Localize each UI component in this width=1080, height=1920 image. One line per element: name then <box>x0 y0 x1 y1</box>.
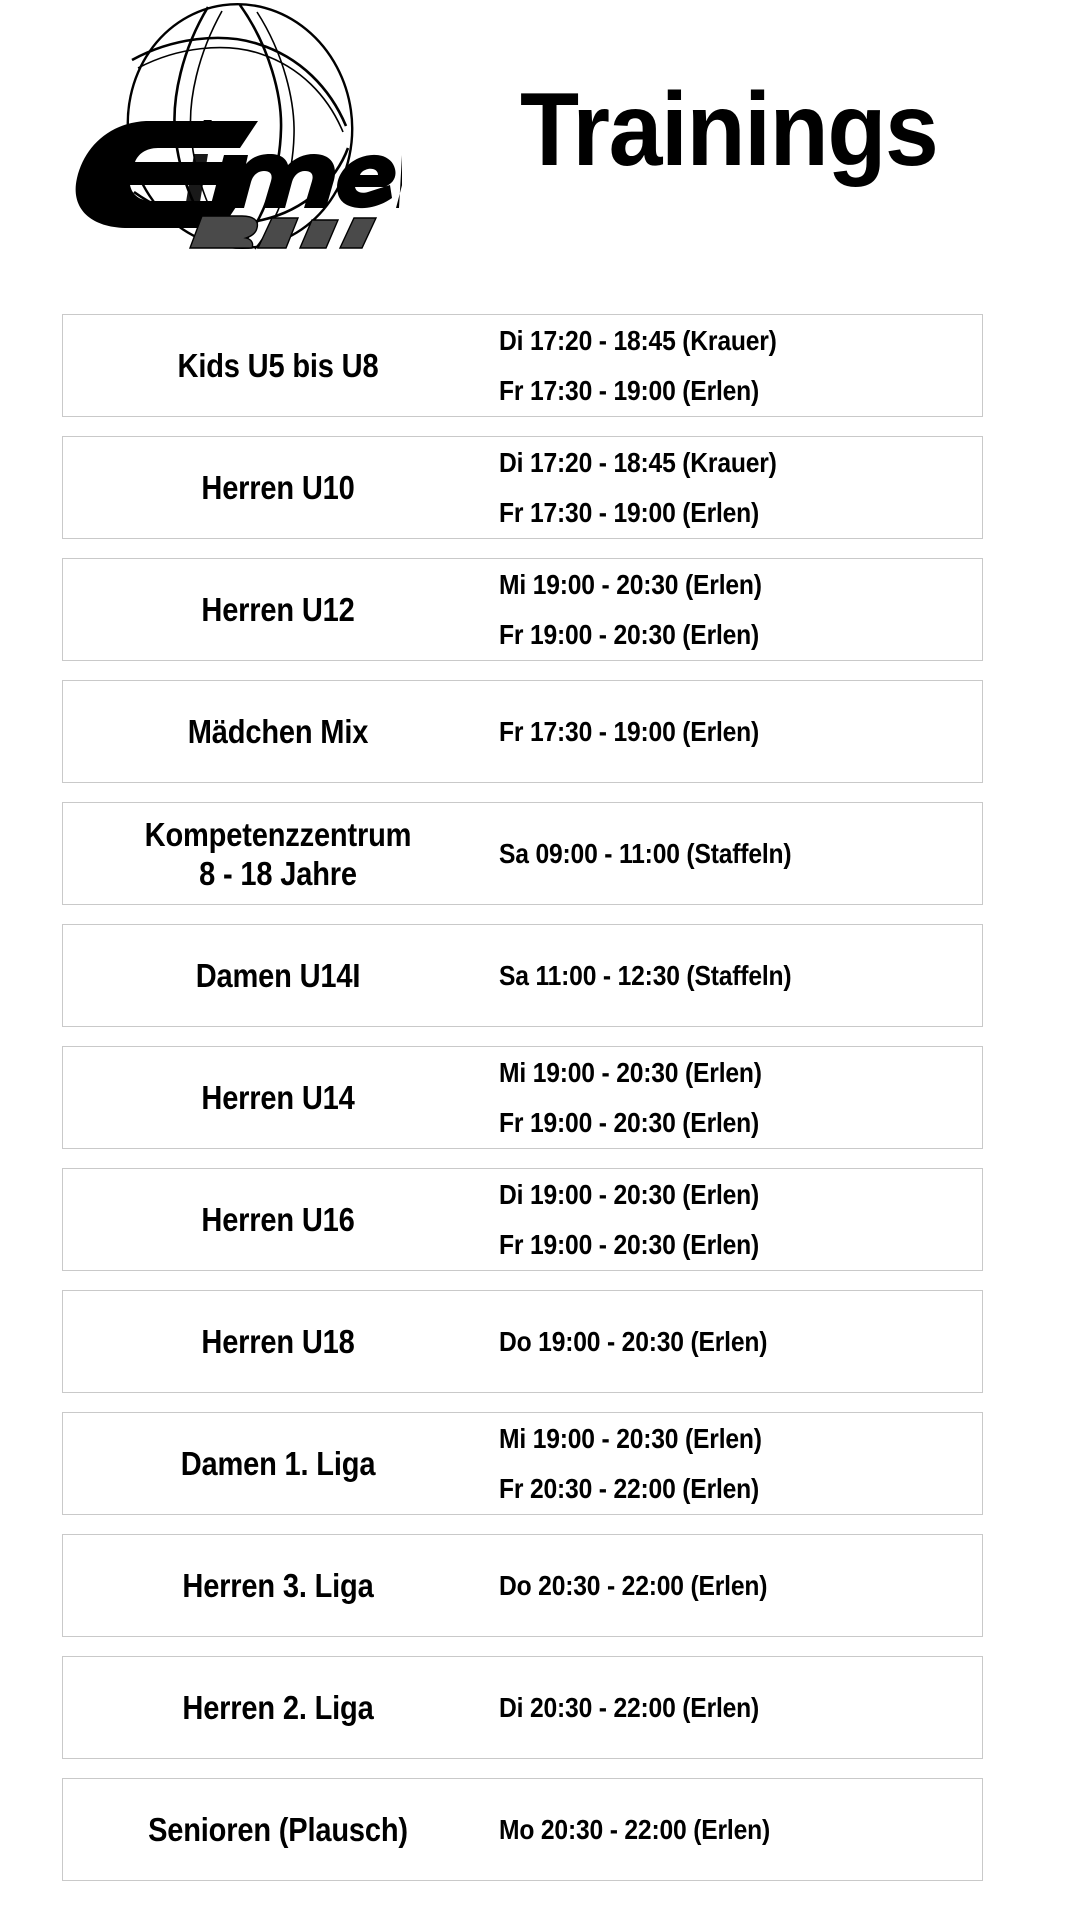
row-group-name: Herren U14 <box>89 1078 467 1117</box>
time-slot: Fr 17:30 - 19:00 (Erlen) <box>499 715 760 747</box>
row-times: Do 19:00 - 20:30 (Erlen) <box>493 1326 982 1358</box>
time-slot: Di 20:30 - 22:00 (Erlen) <box>499 1691 760 1723</box>
group-label: Herren U10 <box>201 469 355 506</box>
group-label: Mädchen Mix <box>187 713 369 750</box>
table-row[interactable]: Herren 3. Liga Do 20:30 - 22:00 (Erlen) <box>62 1534 983 1637</box>
row-times: Mi 19:00 - 20:30 (Erlen) Fr 19:00 - 20:3… <box>493 569 982 651</box>
row-group-name: Herren 2. Liga <box>89 1688 467 1727</box>
page-header: Trainings <box>0 0 1080 258</box>
table-row[interactable]: Herren U16 Di 19:00 - 20:30 (Erlen) Fr 1… <box>62 1168 983 1271</box>
table-row[interactable]: Mädchen Mix Fr 17:30 - 19:00 (Erlen) <box>62 680 983 783</box>
table-row[interactable]: Herren U18 Do 19:00 - 20:30 (Erlen) <box>62 1290 983 1393</box>
row-times: Sa 09:00 - 11:00 (Staffeln) <box>493 838 982 870</box>
row-group-name: Kids U5 bis U8 <box>89 346 467 385</box>
group-label: Herren U16 <box>201 1201 355 1238</box>
row-group-name: Herren 3. Liga <box>89 1566 467 1605</box>
time-slot: Sa 11:00 - 12:30 (Staffeln) <box>499 959 792 991</box>
table-row[interactable]: Damen 1. Liga Mi 19:00 - 20:30 (Erlen) F… <box>62 1412 983 1515</box>
row-times: Sa 11:00 - 12:30 (Staffeln) <box>493 960 982 992</box>
table-row[interactable]: Herren U10 Di 17:20 - 18:45 (Krauer) Fr … <box>62 436 983 539</box>
group-label: Kids U5 bis U8 <box>177 347 379 384</box>
time-slot: Fr 17:30 - 19:00 (Erlen) <box>499 374 760 406</box>
basketball-logo-icon <box>75 2 402 250</box>
row-times: Mo 20:30 - 22:00 (Erlen) <box>493 1814 982 1846</box>
row-group-name: Damen U14I <box>89 956 467 995</box>
row-group-name: Herren U12 <box>89 590 467 629</box>
time-slot: Fr 17:30 - 19:00 (Erlen) <box>499 496 760 528</box>
group-label: Damen 1. Liga <box>180 1445 376 1482</box>
row-times: Di 17:20 - 18:45 (Krauer) Fr 17:30 - 19:… <box>493 447 982 529</box>
time-slot: Di 19:00 - 20:30 (Erlen) <box>499 1178 760 1210</box>
group-label: Senioren (Plausch) <box>148 1811 408 1848</box>
group-label: Kompetenzzentrum <box>144 815 412 853</box>
group-label: Damen U14I <box>195 957 361 994</box>
row-times: Mi 19:00 - 20:30 (Erlen) Fr 20:30 - 22:0… <box>493 1423 982 1505</box>
row-times: Di 19:00 - 20:30 (Erlen) Fr 19:00 - 20:3… <box>493 1179 982 1261</box>
time-slot: Sa 09:00 - 11:00 (Staffeln) <box>499 837 792 869</box>
row-group-name: Kompetenzzentrum 8 - 18 Jahre <box>89 815 467 893</box>
table-row[interactable]: Herren 2. Liga Di 20:30 - 22:00 (Erlen) <box>62 1656 983 1759</box>
time-slot: Di 17:20 - 18:45 (Krauer) <box>499 324 777 356</box>
time-slot: Do 19:00 - 20:30 (Erlen) <box>499 1325 768 1357</box>
basket-wordmark-icon <box>188 215 378 249</box>
group-label: Herren 3. Liga <box>182 1567 374 1604</box>
row-times: Mi 19:00 - 20:30 (Erlen) Fr 19:00 - 20:3… <box>493 1057 982 1139</box>
table-row[interactable]: Damen U14I Sa 11:00 - 12:30 (Staffeln) <box>62 924 983 1027</box>
group-label: Herren U14 <box>201 1079 355 1116</box>
row-times: Di 17:20 - 18:45 (Krauer) Fr 17:30 - 19:… <box>493 325 982 407</box>
time-slot: Fr 19:00 - 20:30 (Erlen) <box>499 1228 760 1260</box>
table-row[interactable]: Senioren (Plausch) Mo 20:30 - 22:00 (Erl… <box>62 1778 983 1881</box>
time-slot: Fr 19:00 - 20:30 (Erlen) <box>499 1106 760 1138</box>
row-times: Di 20:30 - 22:00 (Erlen) <box>493 1692 982 1724</box>
emmen-wordmark-icon <box>75 120 402 228</box>
row-group-name: Herren U16 <box>89 1200 467 1239</box>
table-row[interactable]: Kids U5 bis U8 Di 17:20 - 18:45 (Krauer)… <box>62 314 983 417</box>
row-times: Do 20:30 - 22:00 (Erlen) <box>493 1570 982 1602</box>
table-row[interactable]: Herren U12 Mi 19:00 - 20:30 (Erlen) Fr 1… <box>62 558 983 661</box>
time-slot: Mo 20:30 - 22:00 (Erlen) <box>499 1813 771 1845</box>
row-group-name: Damen 1. Liga <box>89 1444 467 1483</box>
group-label: Herren U12 <box>201 591 355 628</box>
group-label-line2: 8 - 18 Jahre <box>199 854 357 892</box>
time-slot: Do 20:30 - 22:00 (Erlen) <box>499 1569 768 1601</box>
group-label: Herren 2. Liga <box>182 1689 374 1726</box>
emmen-basket-logo <box>62 2 402 254</box>
time-slot: Fr 19:00 - 20:30 (Erlen) <box>499 618 760 650</box>
row-group-name: Herren U10 <box>89 468 467 507</box>
row-group-name: Herren U18 <box>89 1322 467 1361</box>
row-group-name: Mädchen Mix <box>89 712 467 751</box>
row-times: Fr 17:30 - 19:00 (Erlen) <box>493 716 982 748</box>
time-slot: Fr 20:30 - 22:00 (Erlen) <box>499 1472 760 1504</box>
group-label: Herren U18 <box>201 1323 355 1360</box>
time-slot: Mi 19:00 - 20:30 (Erlen) <box>499 568 762 600</box>
training-schedule-table: Kids U5 bis U8 Di 17:20 - 18:45 (Krauer)… <box>62 314 983 1900</box>
time-slot: Di 17:20 - 18:45 (Krauer) <box>499 446 777 478</box>
time-slot: Mi 19:00 - 20:30 (Erlen) <box>499 1056 762 1088</box>
table-row[interactable]: Kompetenzzentrum 8 - 18 Jahre Sa 09:00 -… <box>62 802 983 905</box>
table-row[interactable]: Herren U14 Mi 19:00 - 20:30 (Erlen) Fr 1… <box>62 1046 983 1149</box>
row-group-name: Senioren (Plausch) <box>89 1810 467 1849</box>
page-title: Trainings <box>520 72 939 188</box>
time-slot: Mi 19:00 - 20:30 (Erlen) <box>499 1422 762 1454</box>
